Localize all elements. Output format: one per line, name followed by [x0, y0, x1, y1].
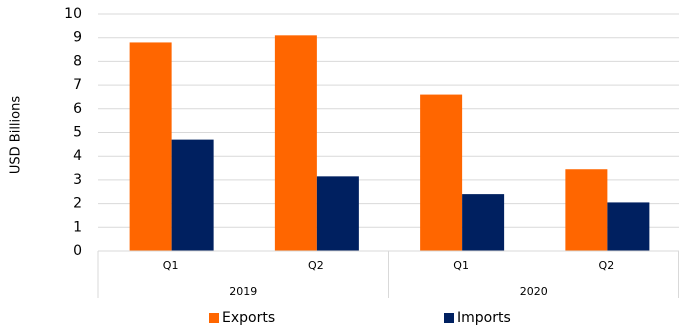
y-tick-label: 2: [73, 196, 82, 212]
y-tick-label: 10: [64, 6, 82, 22]
bar: [420, 94, 463, 251]
y-tick-label: 3: [73, 172, 82, 188]
legend-swatch: [209, 313, 219, 323]
y-tick-label: 1: [73, 219, 82, 235]
x-tick-label: Q1: [453, 259, 469, 272]
y-tick-label: 0: [73, 243, 82, 259]
bar: [565, 169, 608, 251]
y-tick-label: 4: [73, 148, 82, 164]
legend-label: Exports: [222, 310, 275, 326]
x-tick-label: Q1: [163, 259, 179, 272]
group-label: 2019: [229, 285, 257, 298]
bar: [607, 202, 650, 251]
y-axis-label: USD Billions: [9, 96, 24, 174]
legend-label: Imports: [457, 310, 511, 326]
y-tick-label: 6: [73, 101, 82, 117]
y-tick-label: 7: [73, 77, 82, 93]
y-tick-label: 5: [73, 125, 82, 141]
bar: [316, 176, 359, 251]
legend-swatch: [444, 313, 454, 323]
group-label: 2020: [520, 285, 548, 298]
bar: [129, 42, 172, 251]
bar: [274, 35, 317, 251]
y-tick-label: 9: [73, 30, 82, 46]
bar: [462, 194, 505, 251]
x-tick-label: Q2: [599, 259, 615, 272]
bar: [171, 139, 214, 251]
y-tick-label: 8: [73, 53, 82, 69]
x-tick-label: Q2: [308, 259, 324, 272]
